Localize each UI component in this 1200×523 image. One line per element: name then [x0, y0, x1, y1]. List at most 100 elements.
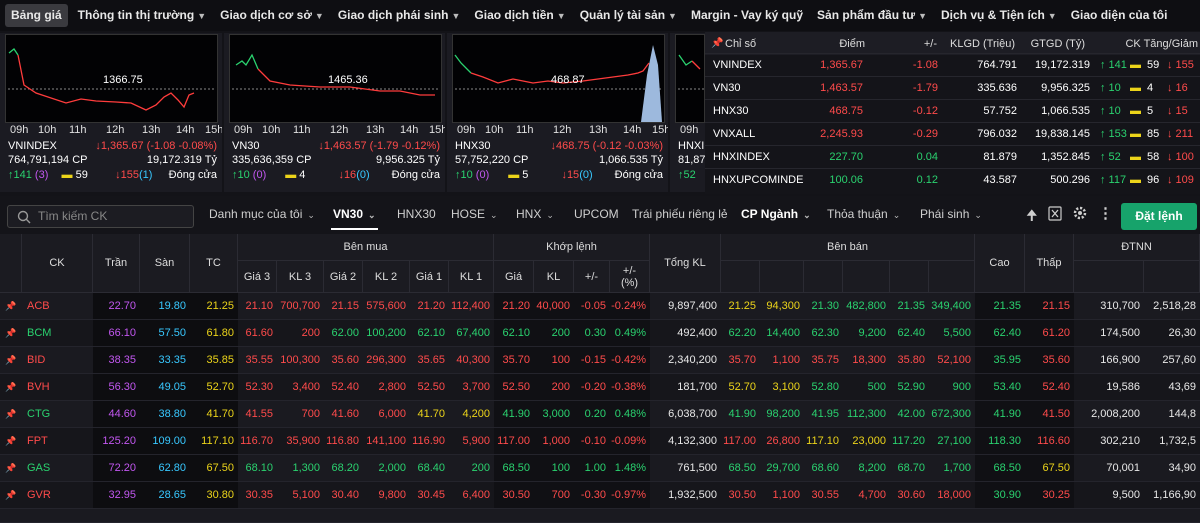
cell-bg: [534, 320, 574, 346]
mini-chart-hnx30[interactable]: 468.87 09h 10h 11h 12h 13h 14h 15h HNX30 ↓468.75 …: [447, 33, 668, 192]
col-header-tran[interactable]: Trần: [93, 234, 140, 293]
market-tab-9[interactable]: Phái sinh ⌄: [920, 207, 982, 221]
pin-icon[interactable]: 📌: [5, 301, 17, 311]
index-row[interactable]: HNXUPCOMINDE 100.06 0.12 43.587 500.296 ↑ 117…: [705, 168, 1200, 191]
more-options-icon[interactable]: ⋮: [1098, 205, 1113, 222]
stock-symbol[interactable]: FPT: [27, 435, 48, 447]
col-header-gia[interactable]: Giá: [494, 261, 534, 293]
market-tab-4[interactable]: HNX ⌄: [516, 207, 554, 221]
cell-bg: [574, 455, 610, 481]
pin-icon[interactable]: 📌: [5, 490, 17, 500]
market-tab-1[interactable]: VN30 ⌄: [331, 207, 378, 230]
stock-symbol[interactable]: CTG: [27, 408, 51, 420]
col-header-gia3[interactable]: Giá 3: [238, 261, 277, 293]
nav-item-4[interactable]: Giao dịch tiền ▼: [467, 0, 572, 31]
col-header-ck[interactable]: CK: [22, 234, 93, 293]
nav-item-0[interactable]: Bảng giá: [5, 4, 68, 27]
settings-gear-icon[interactable]: [1072, 205, 1088, 226]
cell-bg: [140, 401, 190, 427]
col-header-sk2[interactable]: [843, 261, 890, 293]
market-tab-5[interactable]: UPCOM: [574, 207, 619, 221]
col-header-cao[interactable]: Cao: [975, 234, 1025, 293]
cell-gia1: 35.65: [417, 354, 445, 366]
pin-icon[interactable]: 📌: [5, 436, 17, 446]
nav-item-9[interactable]: Giao diện của tôi: [1064, 0, 1175, 31]
intraday-chart: 1366.75: [5, 34, 218, 123]
time-tick: 10h: [262, 124, 281, 136]
search-input[interactable]: Tìm kiếm CK: [7, 205, 194, 228]
col-header-san[interactable]: Sàn: [140, 234, 190, 293]
market-tab-2[interactable]: HNX30: [397, 207, 436, 221]
cell-bg: [610, 482, 650, 508]
pin-icon[interactable]: 📌: [5, 328, 17, 338]
col-header-nnm[interactable]: [1074, 261, 1144, 293]
cell-bg: [574, 293, 610, 319]
col-header-gia2[interactable]: Giá 2: [324, 261, 363, 293]
cell-thap: 61.20: [1042, 327, 1070, 339]
cell-kl1: 5,900: [462, 435, 490, 447]
cell-sk1: 98,200: [766, 408, 800, 420]
market-tab-3[interactable]: HOSE ⌄: [451, 207, 498, 221]
nav-item-6[interactable]: Margin - Vay ký quỹ: [684, 0, 810, 31]
market-tab-0[interactable]: Danh mục của tôi ⌄: [209, 207, 315, 221]
stock-symbol[interactable]: GVR: [27, 489, 51, 501]
col-header-tc[interactable]: TC: [190, 234, 238, 293]
cell-bg: [93, 347, 140, 373]
stock-symbol[interactable]: GAS: [27, 462, 51, 474]
col-header-kl1[interactable]: KL 1: [449, 261, 494, 293]
market-tab-7[interactable]: CP Ngành ⌄: [741, 207, 811, 221]
excel-export-icon[interactable]: [1048, 206, 1062, 226]
index-row[interactable]: VN30 1,463.57 -1.79 335.636 9,956.325 ↑ 10 ▬ 4 ↓…: [705, 76, 1200, 99]
time-tick: 11h: [293, 124, 311, 136]
cell-s1: 62.20: [728, 327, 756, 339]
pin-icon[interactable]: 📌: [5, 409, 17, 419]
index-row[interactable]: HNX30 468.75 -0.12 57.752 1,066.535 ↑ 10 ▬ 5 ↓ 1…: [705, 99, 1200, 122]
col-header-pct[interactable]: +/- (%): [610, 261, 650, 293]
col-header-nnb[interactable]: [1144, 261, 1200, 293]
nav-item-7[interactable]: Sản phẩm đầu tư ▼: [810, 0, 934, 31]
mini-chart-vnindex[interactable]: 1366.75 09h 10h 11h 12h 13h 14h 15h VNINDEX ↓1,36…: [0, 33, 222, 192]
market-tab-8[interactable]: Thỏa thuận ⌄: [827, 207, 900, 221]
col-header-kl2[interactable]: KL 2: [363, 261, 410, 293]
cell-kl: 3,000: [542, 408, 570, 420]
place-order-button[interactable]: Đặt lệnh: [1121, 203, 1197, 230]
stock-symbol[interactable]: BCM: [27, 327, 52, 339]
stock-symbol[interactable]: BVH: [27, 381, 50, 393]
pin-icon[interactable]: 📌: [5, 463, 17, 473]
pin-icon[interactable]: 📌: [5, 355, 17, 365]
mini-chart-hnxi[interactable]: 09h HNXI 81,87 ↑52: [670, 33, 705, 192]
col-header-kl[interactable]: KL: [534, 261, 574, 293]
col-header-s1[interactable]: [721, 261, 760, 293]
cell-bg: [494, 401, 534, 427]
nav-item-1[interactable]: Thông tin thị trường ▼: [71, 0, 213, 31]
col-header-sk3[interactable]: [929, 261, 975, 293]
stock-symbol[interactable]: ACB: [27, 300, 50, 312]
chart-line1: HNX30 ↓468.75 (-0.12 -0.03%): [455, 140, 663, 152]
nav-item-2[interactable]: Giao dịch cơ sở ▼: [213, 0, 331, 31]
cell-san: 62.80: [158, 462, 186, 474]
col-header-s3[interactable]: [890, 261, 929, 293]
stock-symbol[interactable]: BID: [27, 354, 46, 366]
pin-icon[interactable]: 📌: [5, 382, 17, 392]
col-header-chg[interactable]: +/-: [574, 261, 610, 293]
index-row[interactable]: VNXALL 2,245.93 -0.29 796.032 19,838.145 ↑ 15…: [705, 122, 1200, 145]
market-tab-6[interactable]: Trái phiếu riêng lẻ: [632, 207, 728, 221]
nav-item-8[interactable]: Dịch vụ & Tiện ích ▼: [934, 0, 1064, 31]
col-header-thap[interactable]: Thấp: [1025, 234, 1074, 293]
cell-kl1: 40,300: [456, 354, 490, 366]
cell-gia: 62.10: [502, 327, 530, 339]
col-header-tongkl[interactable]: Tổng KL: [650, 234, 721, 293]
nav-item-3[interactable]: Giao dịch phái sinh ▼: [331, 0, 468, 31]
index-row[interactable]: HNXINDEX 227.70 0.04 81.879 1,352.845 ↑ 52 ▬ 58…: [705, 145, 1200, 168]
col-header-s2[interactable]: [804, 261, 843, 293]
cell-sk3: 18,000: [937, 489, 971, 501]
cell-sk3: 900: [952, 381, 971, 393]
col-header-sk1[interactable]: [760, 261, 804, 293]
index-row[interactable]: VNINDEX 1,365.67 -1.08 764.791 19,172.319 ↑ 1…: [705, 53, 1200, 76]
col-header-pin[interactable]: [0, 234, 22, 293]
nav-item-5[interactable]: Quản lý tài sản ▼: [573, 0, 684, 31]
col-header-gia1[interactable]: Giá 1: [410, 261, 449, 293]
mini-chart-vn30[interactable]: 1465.36 09h 10h 11h 12h 13h 14h 15h VN30 ↓1,463.5…: [224, 33, 445, 192]
sort-up-icon[interactable]: 🠉: [1026, 207, 1038, 223]
col-header-kl3[interactable]: KL 3: [277, 261, 324, 293]
